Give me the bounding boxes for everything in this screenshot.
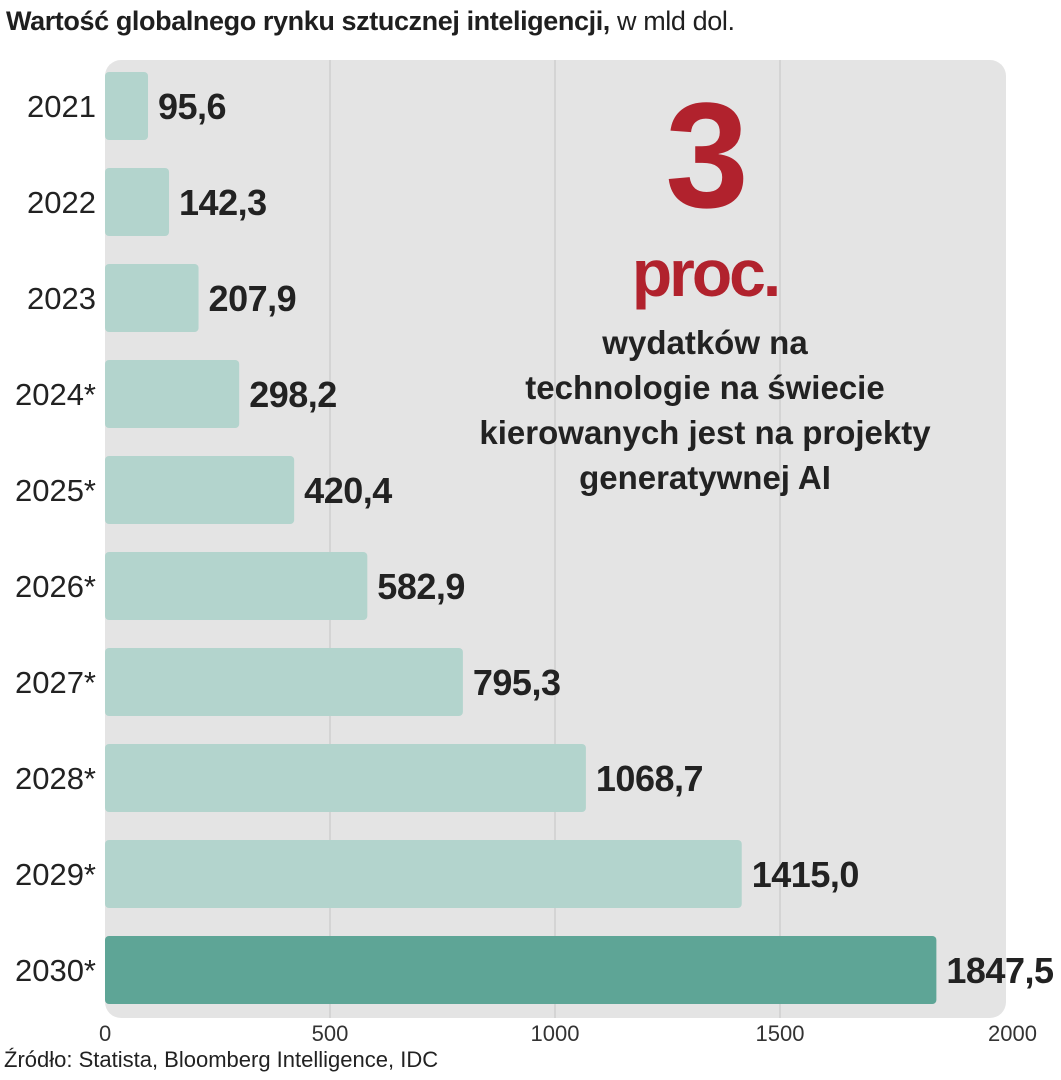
callout-unit: proc. [631, 236, 781, 310]
bar [105, 360, 240, 428]
category-label: 2022 [27, 185, 96, 220]
bar [105, 936, 937, 1004]
callout-line: wydatków na [602, 324, 808, 361]
value-label: 298,2 [249, 374, 337, 415]
x-tick-label: 500 [312, 1021, 349, 1046]
value-label: 795,3 [473, 662, 561, 703]
x-tick-label: 1000 [531, 1021, 580, 1046]
callout-line: generatywnej AI [579, 459, 831, 496]
bar [105, 264, 199, 332]
value-label: 1068,7 [596, 758, 703, 799]
chart-title: Wartość globalnego rynku sztucznej intel… [6, 4, 735, 38]
bar [105, 648, 463, 716]
value-label: 207,9 [209, 278, 297, 319]
category-label: 2030* [15, 953, 96, 988]
bar [105, 456, 295, 524]
category-label: 2028* [15, 761, 96, 796]
bar [105, 168, 170, 236]
category-label: 2029* [15, 857, 96, 892]
value-label: 582,9 [377, 566, 465, 607]
value-label: 420,4 [304, 470, 392, 511]
bar [105, 72, 149, 140]
value-label: 95,6 [158, 86, 226, 127]
x-tick-label: 0 [99, 1021, 111, 1046]
callout: 3 proc. wydatków na technologie na świec… [455, 80, 955, 500]
callout-line: kierowanych jest na projekty [479, 414, 931, 451]
bar [105, 552, 368, 620]
chart-title-main: Wartość globalnego rynku sztucznej intel… [6, 6, 610, 36]
value-label: 142,3 [179, 182, 267, 223]
category-label: 2021 [27, 89, 96, 124]
x-tick-label: 2000 [988, 1021, 1037, 1046]
callout-description: wydatków na technologie na świecie kiero… [455, 320, 955, 500]
callout-number: 3 [665, 71, 748, 239]
chart-title-unit: w mld dol. [609, 6, 735, 36]
bar [105, 840, 742, 908]
category-label: 2024* [15, 377, 96, 412]
category-label: 2026* [15, 569, 96, 604]
value-label: 1415,0 [752, 854, 859, 895]
bar [105, 744, 586, 812]
x-tick-label: 1500 [756, 1021, 805, 1046]
category-label: 2023 [27, 281, 96, 316]
source-note: Źródło: Statista, Bloomberg Intelligence… [4, 1047, 439, 1072]
value-label: 1847,5 [946, 950, 1054, 991]
category-label: 2025* [15, 473, 96, 508]
category-label: 2027* [15, 665, 96, 700]
callout-line: technologie na świecie [525, 369, 885, 406]
